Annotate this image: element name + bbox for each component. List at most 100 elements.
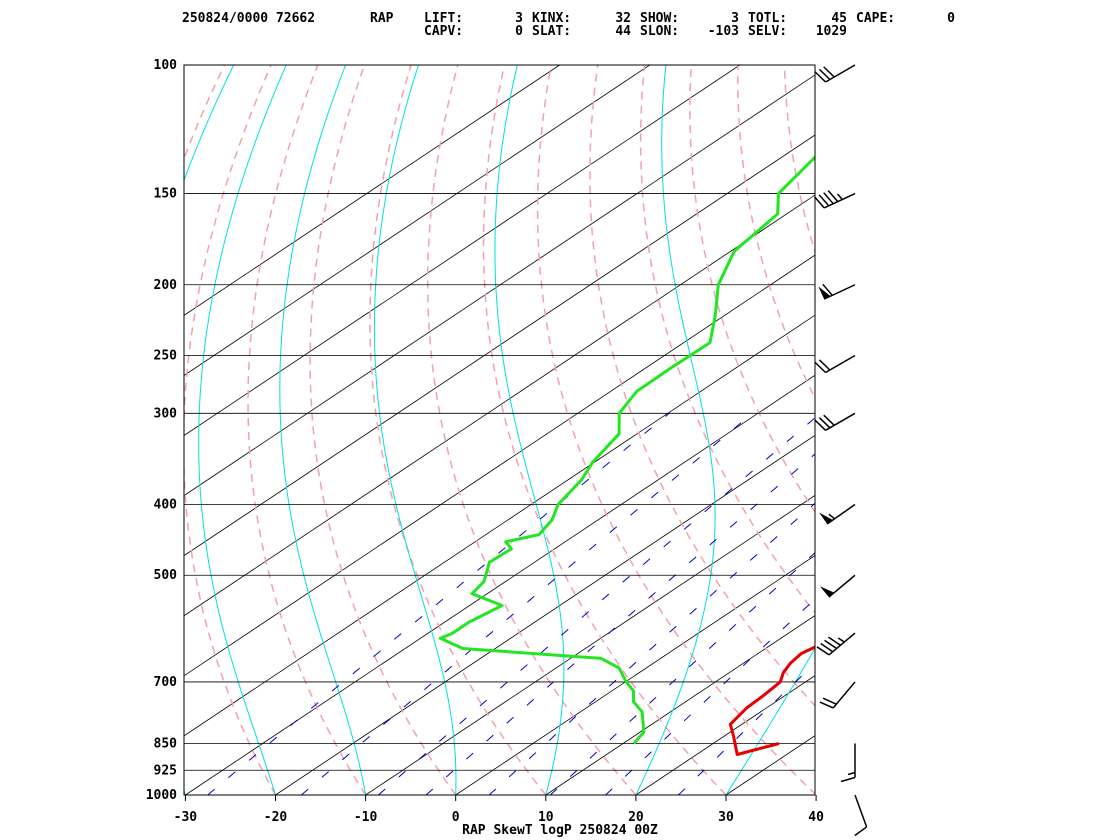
- wind-barb-staff: [825, 412, 856, 431]
- plot-frame: [183, 64, 816, 796]
- pressure-tick-label: 700: [154, 675, 178, 690]
- sounding-traces: [438, 155, 815, 756]
- mixing-ratio-line: [425, 453, 815, 795]
- wind-barb: [854, 794, 868, 837]
- wind-barb-full: [840, 776, 856, 783]
- wind-barb-full: [814, 361, 827, 374]
- header-totl-value: 45: [831, 11, 847, 26]
- temperature-tick-label: 20: [628, 810, 644, 825]
- wind-barb-half: [847, 771, 856, 776]
- header-capv-label: CAPV:: [424, 24, 463, 39]
- pressure-tick-label: 925: [154, 763, 177, 778]
- dewpoint-trace: [438, 155, 815, 745]
- header-selv-value: 1029: [816, 24, 847, 39]
- wind-barbs: [814, 64, 868, 837]
- header-date-station: 250824/0000 72662: [182, 11, 315, 26]
- pressure-tick-label: 250: [154, 348, 178, 363]
- wind-barb-staff: [823, 192, 856, 209]
- pressure-tick-label: 100: [154, 58, 178, 73]
- wind-barb-full: [818, 359, 831, 371]
- wind-barb-full: [814, 71, 827, 83]
- header-capv-value: 0: [515, 24, 523, 39]
- header-cape-label: CAPE:: [856, 11, 895, 26]
- header-line-1: 250824/0000 72662 RAP LIFT: 3 KINX: 32 S…: [182, 11, 955, 26]
- header-lift-value: 3: [515, 11, 523, 26]
- chart-title: RAP SkewT logP 250824 00Z: [462, 823, 658, 838]
- mixing-ratio-line: [605, 598, 815, 795]
- temperature-tick-label: -10: [354, 810, 378, 825]
- wind-barb-pennant: [818, 286, 831, 300]
- wind-barb-staff: [828, 632, 856, 656]
- wind-barb-half: [828, 513, 835, 520]
- wind-barb-full: [818, 194, 830, 207]
- wind-barb: [818, 283, 856, 300]
- wind-barb-full: [818, 417, 831, 429]
- mixing-ratio-line: [488, 502, 815, 795]
- wind-barb: [816, 632, 856, 656]
- isotherm-line: [455, 554, 815, 795]
- header-kinx-value: 32: [615, 11, 631, 26]
- header-slat-value: 44: [615, 24, 631, 39]
- wind-barb-full: [823, 192, 834, 205]
- wind-barb: [814, 412, 856, 431]
- isotherm-line: [184, 134, 815, 557]
- isotherm-line: [184, 65, 650, 376]
- pressure-tick-label: 150: [154, 187, 178, 202]
- header-show-label: SHOW:: [640, 11, 679, 26]
- header-model: RAP: [370, 11, 394, 26]
- isotherm-line: [184, 65, 560, 316]
- wind-barb: [814, 64, 856, 83]
- pressure-tick-label: 200: [154, 278, 178, 293]
- wind-barb-staff: [828, 574, 856, 598]
- wind-barb: [819, 681, 856, 709]
- header-slat-label: SLAT:: [532, 24, 571, 39]
- isotherm-line: [184, 314, 815, 737]
- temperature-tick-label: 10: [538, 810, 554, 825]
- isotherm-line: [185, 374, 815, 795]
- temperature-tick-label: -20: [264, 810, 288, 825]
- wind-barb: [819, 503, 856, 525]
- mixing-ratio-line: [378, 417, 815, 795]
- header-totl-label: TOTL:: [748, 11, 787, 26]
- temperature-tick-label: 0: [452, 810, 460, 825]
- wind-barb-staff: [832, 681, 856, 709]
- temperature-tick-label: -30: [174, 810, 198, 825]
- wind-barb-full: [827, 636, 841, 646]
- wind-barb-pennant: [819, 586, 835, 598]
- mixing-ratio-line: [678, 662, 815, 795]
- pressure-tick-label: 400: [154, 498, 178, 513]
- header-lift-label: LIFT:: [424, 11, 463, 26]
- mixing-ratio-line: [550, 552, 815, 795]
- wind-barb-full: [816, 646, 830, 656]
- pressure-tick-label: 850: [154, 736, 178, 751]
- wind-barb: [814, 190, 856, 209]
- header-kinx-label: KINX:: [532, 11, 571, 26]
- wind-barb-full: [823, 414, 835, 426]
- isotherm-line: [184, 65, 741, 437]
- wind-barb-full: [819, 701, 834, 709]
- background-grid: [184, 65, 815, 795]
- isotherm-line: [184, 254, 815, 677]
- temperature-tick-label: 30: [718, 810, 734, 825]
- mixing-ratio-line: [301, 412, 753, 795]
- header-slon-label: SLON:: [640, 24, 679, 39]
- pressure-axis: 100 150 200 250 300 400 500 700 850 925 1000: [146, 58, 177, 803]
- wind-barb-full: [820, 642, 834, 653]
- wind-barb-staff: [825, 354, 856, 374]
- header-selv-label: SELV:: [748, 24, 787, 39]
- header-cape-value: 0: [947, 11, 955, 26]
- wind-barb: [840, 743, 856, 783]
- wind-barb-half: [836, 193, 843, 200]
- wind-barb: [819, 574, 856, 598]
- pressure-tick-label: 1000: [146, 788, 177, 803]
- wind-barb: [814, 354, 856, 374]
- wind-barb-full: [818, 68, 831, 81]
- temperature-axis: -30 -20 -10 0 10 20 30 40: [174, 795, 824, 825]
- temperature-trace: [728, 645, 815, 756]
- wind-barb-full: [824, 639, 838, 650]
- wind-barb-full: [854, 826, 868, 837]
- wind-barb-half: [837, 637, 845, 643]
